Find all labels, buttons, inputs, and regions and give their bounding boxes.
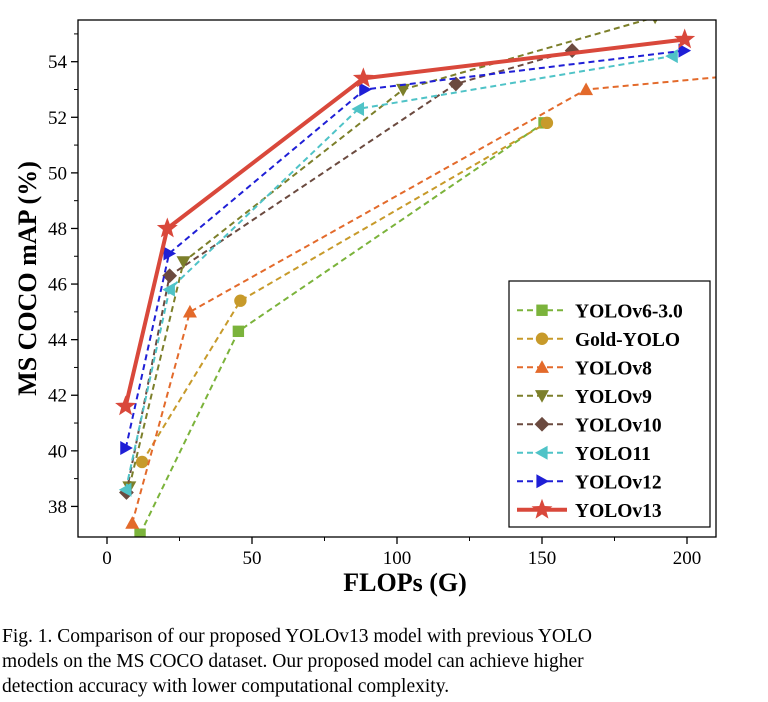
- legend-swatch-marker: [531, 498, 553, 519]
- data-point: [678, 43, 692, 58]
- legend: YOLOv6-3.0 Gold-YOLO YOLOv8 YOLOv9 YOLOv10 YO…: [508, 280, 711, 528]
- legend-label: YOLO11: [575, 444, 651, 465]
- legend-box: [508, 280, 711, 528]
- data-point: [162, 282, 175, 297]
- legend-swatch-marker: [534, 416, 550, 432]
- series-line: [123, 37, 685, 407]
- y-tick-label: 42: [48, 386, 67, 407]
- legend-item: YOLOv10: [517, 415, 662, 436]
- caption-line: Fig. 1. Comparison of our proposed YOLOv…: [2, 626, 592, 647]
- legend-item: YOLOv9: [517, 387, 652, 408]
- series-yolov13: [115, 28, 696, 416]
- series-line: [139, 121, 545, 535]
- y-tick-label: 52: [48, 108, 67, 129]
- legend-label: Gold-YOLO: [575, 330, 680, 351]
- data-point: [135, 455, 149, 469]
- x-tick-label: 50: [243, 548, 262, 569]
- data-point: [118, 482, 132, 497]
- legend-label: YOLOv8: [575, 358, 652, 379]
- series-line: [141, 121, 548, 463]
- x-tick-label: 0: [102, 548, 112, 569]
- y-tick-label: 40: [48, 441, 67, 462]
- data-point: [156, 217, 178, 238]
- series-line: [128, 20, 649, 488]
- data-point: [540, 116, 554, 130]
- data-point: [652, 20, 658, 25]
- legend-label: YOLOv6-3.0: [575, 301, 683, 322]
- legend-swatch-marker: [536, 304, 548, 316]
- legend-label: YOLOv10: [575, 415, 662, 436]
- legend-swatch-marker: [535, 360, 549, 373]
- data-point: [120, 441, 133, 456]
- data-point: [448, 76, 464, 92]
- legend-item: YOLOv8: [517, 358, 652, 379]
- series-gold-yolo: [135, 116, 554, 469]
- data-point: [351, 101, 365, 116]
- legend-item: YOLOv13: [517, 498, 662, 522]
- data-point: [125, 516, 140, 529]
- y-tick-label: 38: [48, 497, 67, 518]
- data-point: [182, 304, 197, 318]
- data-point: [163, 246, 177, 261]
- x-tick-label: 200: [673, 548, 702, 569]
- data-point: [396, 83, 411, 97]
- data-point: [674, 28, 696, 49]
- y-tick-label: 44: [48, 330, 68, 351]
- figure-caption: Fig. 1. Comparison of our proposed YOLOv…: [2, 624, 766, 699]
- data-point: [579, 82, 594, 96]
- data-point: [176, 256, 191, 269]
- series-yolov6-3-0: [134, 117, 550, 537]
- series-line: [125, 49, 573, 493]
- legend-item: YOLO11: [517, 444, 651, 465]
- data-point: [232, 325, 245, 338]
- x-axis: 0 50 100 150 200: [102, 537, 701, 569]
- caption-line: models on the MS COCO dataset. Our propo…: [2, 651, 584, 672]
- legend-label: YOLOv12: [575, 472, 662, 493]
- legend-swatch-marker: [535, 445, 548, 460]
- y-axis: 38 40 42 44 46 48 50 52 54: [48, 33, 78, 518]
- legend-label: YOLOv9: [575, 387, 652, 408]
- data-point: [134, 528, 146, 537]
- legend-label: YOLOv13: [575, 501, 662, 522]
- data-point: [234, 294, 247, 307]
- series-yolov8: [125, 76, 716, 529]
- legend-item: YOLOv6-3.0: [517, 301, 683, 322]
- line-chart: 0 50 100 150 200 38 40 42 44 46 48 50 52 54 FLOPs (G) M…: [13, 19, 717, 597]
- data-point: [115, 395, 137, 416]
- y-axis-title: MS COCO mAP (%): [13, 161, 42, 396]
- series-yolo11: [118, 49, 678, 497]
- series-yolov12: [120, 43, 692, 456]
- y-tick-label: 46: [48, 275, 67, 296]
- data-point: [359, 82, 372, 97]
- y-tick-label: 50: [48, 163, 67, 184]
- x-axis-title: FLOPs (G): [343, 568, 467, 597]
- legend-item: YOLOv12: [517, 472, 662, 493]
- data-point: [665, 49, 678, 64]
- x-tick-label: 100: [383, 548, 412, 569]
- data-point: [352, 67, 374, 88]
- caption-line: detection accuracy with lower computatio…: [2, 676, 450, 697]
- y-tick-label: 48: [48, 219, 67, 240]
- legend-item: Gold-YOLO: [517, 330, 680, 351]
- x-tick-label: 150: [528, 548, 557, 569]
- legend-swatch-marker: [535, 332, 549, 345]
- legend-swatch-marker: [535, 390, 549, 403]
- series-line: [124, 55, 673, 490]
- y-tick-label: 54: [48, 52, 68, 73]
- series-line: [124, 49, 685, 449]
- legend-swatch-marker: [536, 474, 549, 489]
